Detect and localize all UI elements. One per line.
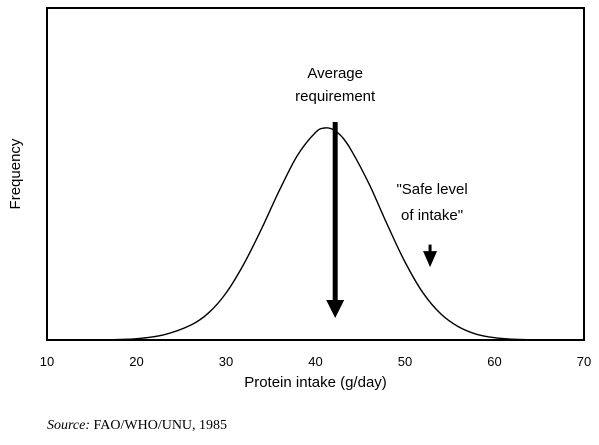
annotations: Average requirement "Safe level of intake" [295,65,468,318]
x-tick-label: 40 [308,354,322,369]
x-tick-label: 10 [40,354,54,369]
x-tick-label: 30 [219,354,233,369]
frequency-curve [47,127,584,341]
source-text: FAO/WHO/UNU, 1985 [90,418,228,433]
source-note: Source: FAO/WHO/UNU, 1985 [47,418,227,434]
x-axis: 10 20 30 40 50 60 70 [40,354,591,369]
average-requirement-label-line: requirement [295,88,376,105]
source-prefix: Source: [47,418,91,433]
plot-frame [46,7,585,341]
y-axis-label: Frequency [7,138,24,209]
x-tick-label: 50 [398,354,412,369]
average-requirement-label-line: Average [307,65,363,82]
safe-level-of-intake-label-line: "Safe level [396,181,467,198]
x-tick-label: 60 [487,354,501,369]
safe-level-of-intake-arrow-head [423,251,438,268]
x-tick-label: 70 [577,354,591,369]
chart-figure: 10 20 30 40 50 60 70 Average requirement "Safe l… [7,7,591,391]
x-axis-label: Protein intake (g/day) [244,374,387,391]
x-tick-label: 20 [129,354,143,369]
safe-level-of-intake-label-line: of intake" [401,207,463,224]
average-requirement-arrow-head [326,300,345,318]
